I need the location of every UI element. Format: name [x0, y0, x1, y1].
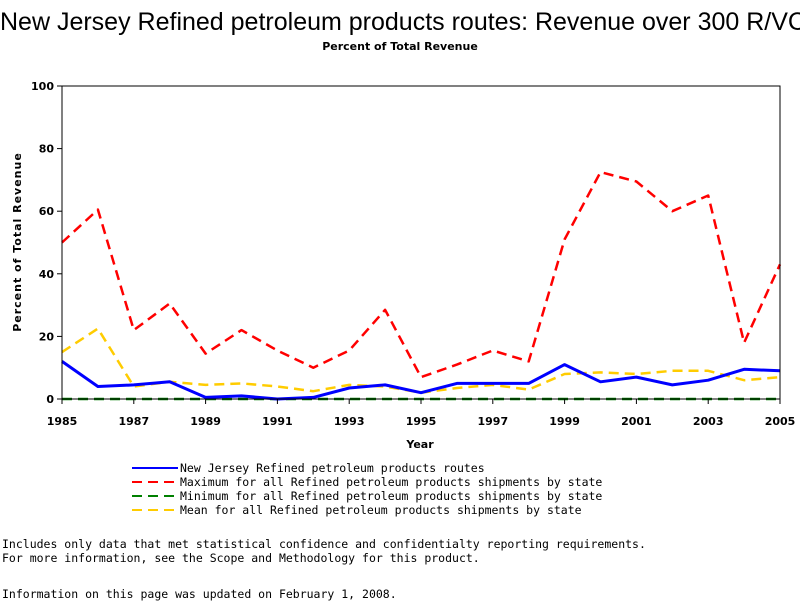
- x-tick-label: 1999: [549, 415, 580, 428]
- legend-swatch: [132, 467, 178, 469]
- legend-label: Mean for all Refined petroleum products …: [180, 503, 582, 517]
- x-tick-label: 2005: [765, 415, 796, 428]
- footnote-confidentiality: Includes only data that met statistical …: [2, 537, 646, 551]
- axis-ticks: 0 20 40 60 80 100 1985 1987 1989 1991 1993 1995 1997…: [31, 80, 795, 428]
- x-tick-label: 1989: [190, 415, 221, 428]
- footnote-methodology: For more information, see the Scope and …: [2, 551, 480, 565]
- y-tick-label: 100: [31, 80, 54, 93]
- legend-swatch: [132, 509, 178, 511]
- legend-swatch: [132, 495, 178, 497]
- series-layer: [61, 170, 782, 401]
- x-tick-label: 2003: [693, 415, 724, 428]
- x-tick-label: 1985: [47, 415, 78, 428]
- y-tick-label: 60: [39, 205, 55, 218]
- x-tick-label: 2001: [621, 415, 652, 428]
- y-axis-label: Percent of Total Revenue: [11, 152, 24, 332]
- line-chart: 0 20 40 60 80 100 1985 1987 1989 1991 1993 1995 1997…: [11, 80, 795, 451]
- series-line-0: [61, 360, 781, 401]
- page-title: New Jersey Refined petroleum products ro…: [0, 8, 800, 36]
- x-tick-label: 1995: [406, 415, 437, 428]
- chart-subtitle: Percent of Total Revenue: [322, 40, 478, 53]
- y-tick-label: 0: [46, 393, 54, 406]
- x-tick-label: 1987: [118, 415, 149, 428]
- legend-label: Minimum for all Refined petroleum produc…: [180, 489, 603, 503]
- legend-item: New Jersey Refined petroleum products ro…: [132, 461, 602, 475]
- legend-swatch: [132, 481, 178, 483]
- x-tick-label: 1993: [334, 415, 365, 428]
- x-tick-label: 1991: [262, 415, 293, 428]
- legend: New Jersey Refined petroleum products ro…: [132, 461, 602, 517]
- legend-item: Minimum for all Refined petroleum produc…: [132, 489, 602, 503]
- updated-note: Information on this page was updated on …: [2, 587, 397, 601]
- legend-item: Maximum for all Refined petroleum produc…: [132, 475, 602, 489]
- y-tick-label: 40: [39, 268, 55, 281]
- x-tick-label: 1997: [477, 415, 508, 428]
- y-tick-label: 80: [39, 143, 55, 156]
- legend-label: Maximum for all Refined petroleum produc…: [180, 475, 603, 489]
- y-tick-label: 20: [39, 330, 55, 343]
- series-line-1: [61, 170, 782, 379]
- x-axis-label: Year: [405, 438, 434, 451]
- legend-label: New Jersey Refined petroleum products ro…: [180, 461, 485, 475]
- plot-frame: [61, 85, 781, 400]
- legend-item: Mean for all Refined petroleum products …: [132, 503, 602, 517]
